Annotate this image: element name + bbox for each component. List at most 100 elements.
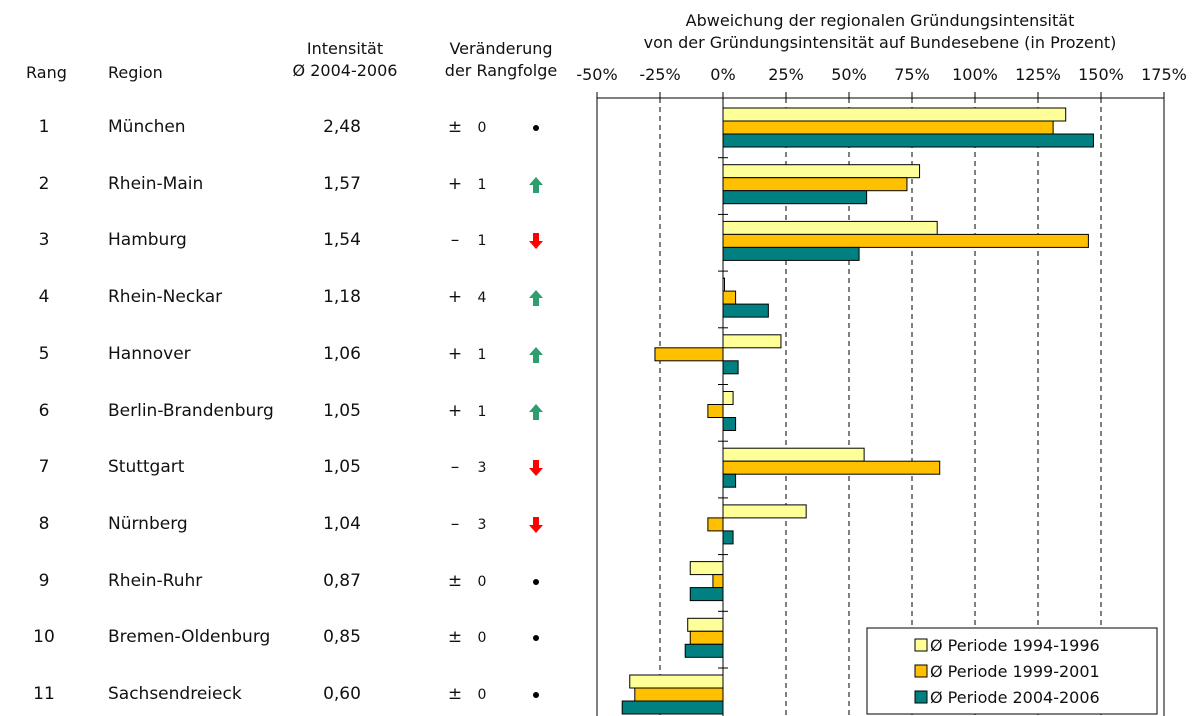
no-change-dot-icon xyxy=(524,626,548,650)
change-sign: – xyxy=(450,457,460,478)
bar xyxy=(722,246,860,261)
x-tick-label: 150% xyxy=(1078,65,1124,84)
intensity-cell: 1,06 xyxy=(323,343,361,364)
intensity-cell: 0,60 xyxy=(323,684,361,704)
table-row: 3 Hamburg 1,54 –1 xyxy=(0,226,590,256)
change-sign: – xyxy=(450,513,460,534)
bar xyxy=(707,404,724,418)
x-tick-label: 50% xyxy=(831,65,867,84)
bar xyxy=(621,700,724,715)
change-sign: ± xyxy=(447,570,463,591)
table-row: 10 Bremen-Oldenburg 0,85 ±0 xyxy=(0,623,590,653)
change-sign: + xyxy=(447,343,463,364)
intensity-cell: 1,05 xyxy=(323,457,361,478)
rank-cell: 2 xyxy=(38,173,50,194)
no-change-dot-icon xyxy=(524,570,548,594)
bar xyxy=(712,574,724,589)
x-tick-label: 0% xyxy=(710,65,735,84)
x-tick-label: 125% xyxy=(1015,65,1061,84)
change-sign: ± xyxy=(447,684,463,704)
header-change-line2: der Rangfolge xyxy=(444,61,558,80)
x-tick-label: 100% xyxy=(952,65,998,84)
intensity-cell: 0,85 xyxy=(323,627,361,648)
bar xyxy=(722,190,868,205)
region-cell: Bremen-Oldenburg xyxy=(108,627,271,648)
change-value: 0 xyxy=(477,573,487,590)
bar xyxy=(722,120,1054,135)
rank-cell: 8 xyxy=(38,513,50,534)
intensity-cell: 1,05 xyxy=(323,400,361,421)
header-intensity-line1: Intensität xyxy=(306,39,384,58)
intensity-cell: 0,87 xyxy=(323,570,361,591)
chart-title-line2: von der Gründungsintensität auf Bundeseb… xyxy=(643,33,1117,52)
change-sign: + xyxy=(447,400,463,421)
legend-label: Ø Periode 1994-1996 xyxy=(930,636,1100,655)
bar xyxy=(722,530,734,545)
arrow-up-icon xyxy=(524,400,548,424)
bar xyxy=(722,303,769,318)
arrow-up-icon xyxy=(524,286,548,310)
table-row: 7 Stuttgart 1,05 –3 xyxy=(0,453,590,483)
intensity-cell: 1,57 xyxy=(323,173,361,194)
rank-cell: 3 xyxy=(38,230,50,251)
region-cell: Hannover xyxy=(108,343,191,364)
arrow-down-icon xyxy=(524,513,548,537)
change-sign: ± xyxy=(447,117,463,137)
change-value: 3 xyxy=(477,460,487,477)
table-row: 4 Rhein-Neckar 1,18 +4 xyxy=(0,283,590,313)
intensity-cell: 2,48 xyxy=(323,117,361,137)
x-tick-label: -25% xyxy=(639,65,680,84)
bar xyxy=(689,561,724,576)
change-sign: + xyxy=(447,287,463,308)
arrow-down-icon xyxy=(524,229,548,253)
change-value: 0 xyxy=(477,120,487,136)
header-rank: Rang xyxy=(26,63,67,82)
bar xyxy=(722,290,737,305)
change-value: 4 xyxy=(477,290,487,307)
table-row: 9 Rhein-Ruhr 0,87 ±0 xyxy=(0,567,590,597)
header-change: Veränderung der Rangfolge xyxy=(426,38,576,82)
region-cell: Sachsendreieck xyxy=(108,684,242,704)
rank-cell: 5 xyxy=(38,343,50,364)
bar xyxy=(689,630,724,645)
change-value: 1 xyxy=(477,403,487,420)
header-change-line1: Veränderung xyxy=(449,39,553,58)
region-cell: Rhein-Main xyxy=(108,173,204,194)
intensity-cell: 1,54 xyxy=(323,230,361,251)
x-tick-label: -50% xyxy=(576,65,617,84)
legend-label: Ø Periode 1999-2001 xyxy=(930,662,1100,681)
change-value: 1 xyxy=(477,233,487,250)
bar xyxy=(687,617,724,632)
bar xyxy=(722,360,739,375)
bar xyxy=(722,504,807,519)
arrow-up-icon xyxy=(524,173,548,197)
table-row: 5 Hannover 1,06 +1 xyxy=(0,340,590,370)
bar xyxy=(629,674,724,689)
bar xyxy=(722,460,941,475)
change-value: 0 xyxy=(477,630,487,647)
change-sign: – xyxy=(450,230,460,251)
bar xyxy=(722,233,1089,248)
bar xyxy=(722,417,737,431)
change-value: 3 xyxy=(477,516,487,533)
rank-cell: 7 xyxy=(38,457,50,478)
bar xyxy=(722,334,782,349)
bar xyxy=(722,391,734,405)
region-cell: Berlin-Brandenburg xyxy=(108,400,274,421)
region-cell: Rhein-Ruhr xyxy=(108,570,203,591)
arrow-down-icon xyxy=(524,456,548,480)
intensity-cell: 1,18 xyxy=(323,287,361,308)
change-value: 1 xyxy=(477,176,487,193)
chart-title-line1: Abweichung der regionalen Gründungsinten… xyxy=(685,11,1075,30)
legend-label: Ø Periode 2004-2006 xyxy=(930,688,1100,707)
no-change-dot-icon xyxy=(524,116,548,140)
bar xyxy=(722,177,908,192)
change-sign: + xyxy=(447,173,463,194)
rank-cell: 1 xyxy=(38,117,50,137)
table-row: 1 München 2,48 ±0 xyxy=(0,113,590,143)
region-cell: Nürnberg xyxy=(108,513,188,534)
legend-swatch xyxy=(914,690,928,704)
intensity-cell: 1,04 xyxy=(323,513,361,534)
x-tick-label: 75% xyxy=(894,65,930,84)
